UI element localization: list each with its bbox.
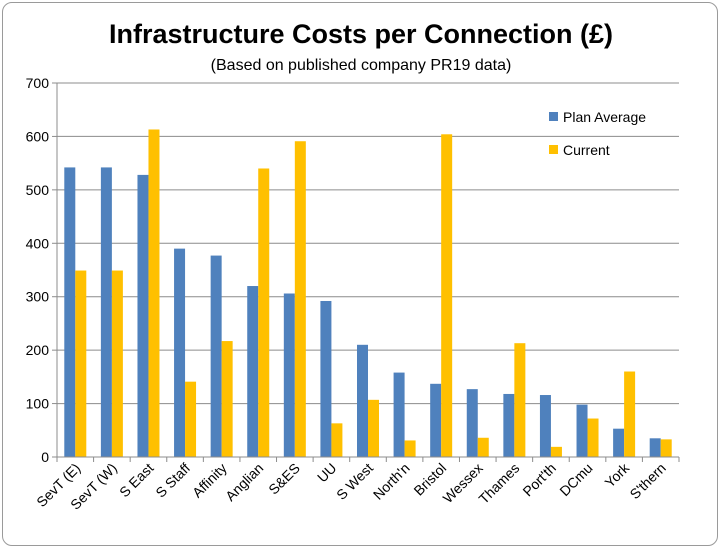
chart-subtitle: (Based on published company PR19 data) [210, 57, 512, 74]
x-tick-label: S West [333, 460, 376, 503]
bar-plan-average [283, 293, 295, 457]
y-tick-label: 600 [26, 128, 50, 144]
y-tick-label: 700 [26, 75, 50, 91]
y-tick-label: 0 [41, 449, 49, 465]
y-tick-label: 100 [26, 396, 50, 412]
x-tick-label: Port'th [519, 460, 559, 500]
chart-title: Infrastructure Costs per Connection (£) [108, 19, 614, 49]
y-tick-label: 200 [26, 342, 50, 358]
x-tick-label: York [601, 459, 632, 490]
legend-swatch [549, 145, 558, 154]
x-tick-label: Anglian [222, 460, 266, 504]
bar-plan-average [539, 395, 551, 457]
legend-label: Plan Average [563, 109, 646, 125]
x-tick-label: S Staff [152, 460, 193, 501]
bar-current [660, 439, 672, 457]
bar-plan-average [576, 404, 588, 457]
legend-label: Current [563, 142, 610, 158]
bar-plan-average [649, 438, 661, 457]
bar-plan-average [247, 286, 259, 457]
x-tick-label: UU [314, 460, 340, 486]
bar-plan-average [174, 248, 186, 457]
bar-current [624, 371, 636, 457]
x-tick-label: S East [116, 460, 157, 501]
bar-plan-average [430, 383, 442, 457]
bar-plan-average [357, 344, 368, 457]
bar-plan-average [613, 428, 625, 457]
bar-current [368, 399, 379, 457]
x-tick-label: Thames [475, 460, 522, 507]
bar-plan-average [64, 167, 76, 457]
bar-current [185, 381, 197, 457]
bar-current [331, 423, 343, 457]
y-tick-label: 300 [26, 289, 50, 305]
bar-plan-average [210, 255, 222, 457]
x-tick-label: DCmu [556, 460, 595, 499]
bar-current [477, 437, 489, 457]
bar-plan-average [393, 372, 405, 457]
x-tick-label: North'n [370, 460, 413, 503]
x-tick-label: S&ES [265, 460, 303, 498]
bar-current [514, 343, 526, 457]
bar-plan-average [100, 167, 112, 457]
y-tick-label: 500 [26, 182, 50, 198]
bar-current [75, 270, 87, 457]
legend: Plan Average Current [549, 109, 646, 158]
bar-current [111, 270, 123, 457]
bar-current [441, 134, 453, 457]
bar-current [294, 141, 306, 458]
bar-plan-average [503, 393, 515, 457]
x-tick-label: S'thern [626, 460, 668, 502]
bar-plan-average [320, 300, 332, 457]
legend-swatch [549, 112, 558, 121]
bars [64, 129, 672, 458]
bar-current [221, 341, 233, 457]
bar-current [258, 168, 270, 457]
bar-current [587, 418, 599, 457]
bar-current [148, 129, 160, 458]
bar-current [550, 446, 562, 457]
y-tick-label: 400 [26, 235, 50, 251]
bar-plan-average [466, 389, 478, 457]
bar-plan-average [137, 174, 149, 457]
bar-current [404, 440, 416, 457]
gridlines [57, 82, 679, 405]
